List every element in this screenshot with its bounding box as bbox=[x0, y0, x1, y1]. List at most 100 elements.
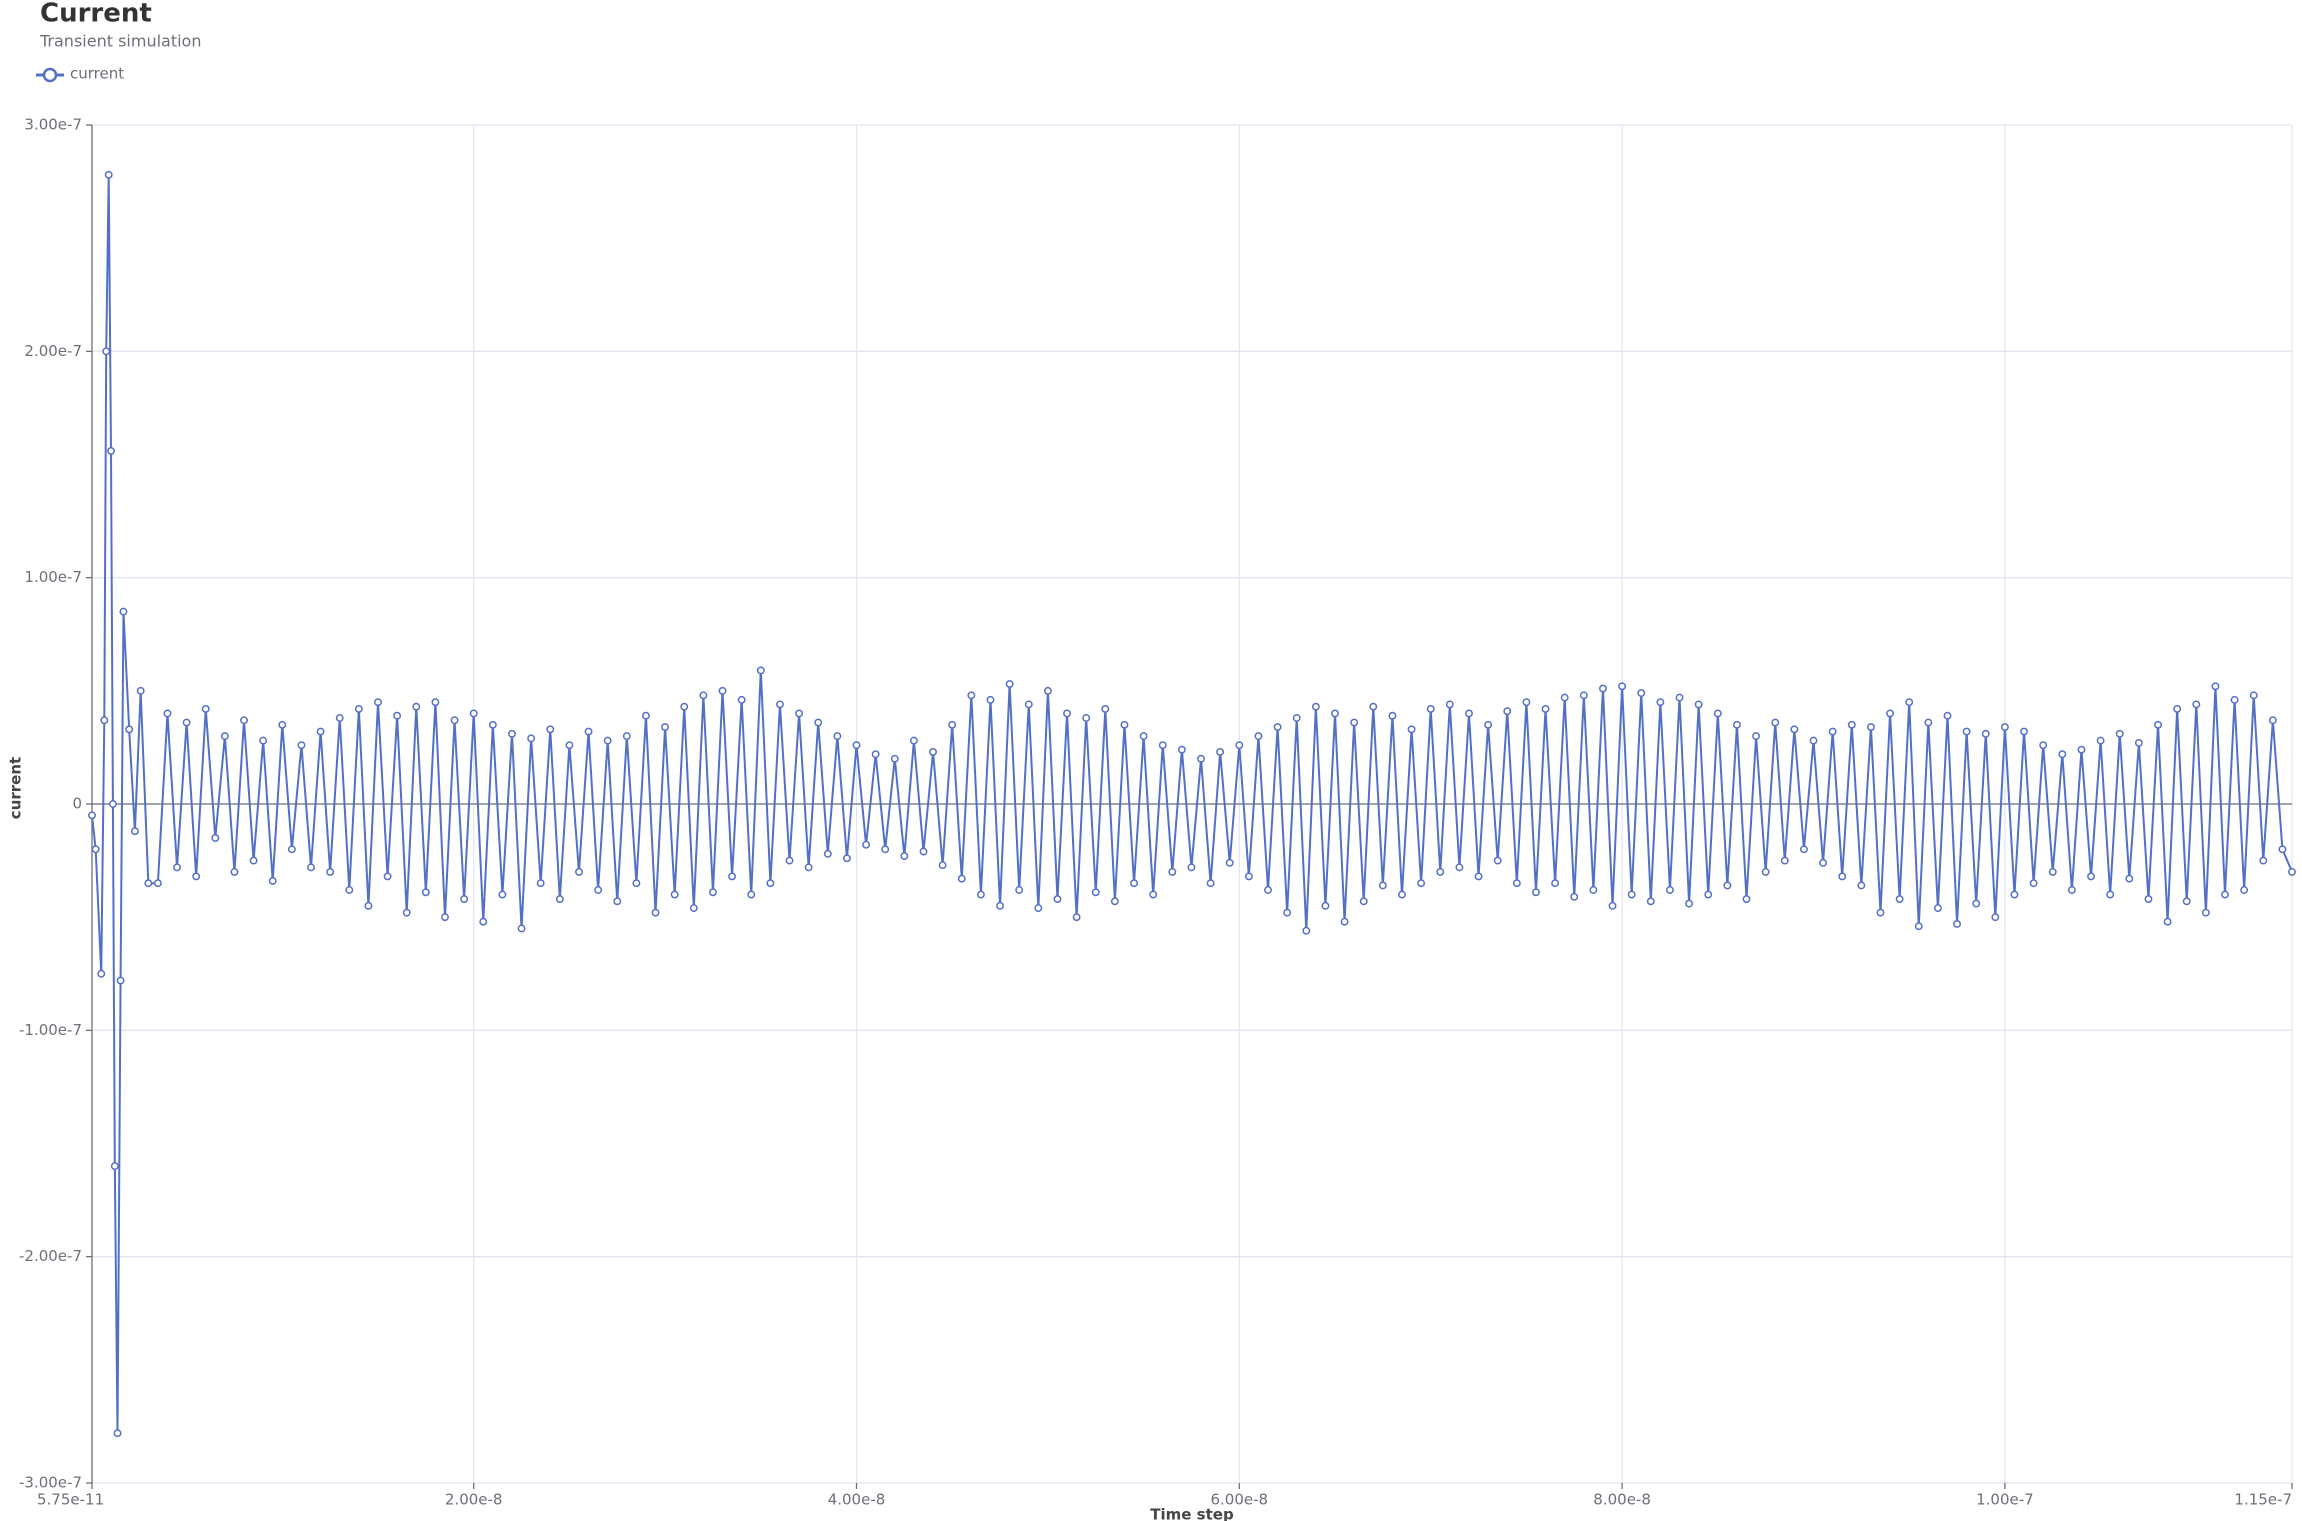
data-point bbox=[823, 849, 832, 858]
series-line bbox=[91, 174, 2293, 1434]
data-point bbox=[1359, 897, 1368, 906]
data-point bbox=[1101, 704, 1110, 713]
data-point bbox=[1809, 736, 1818, 745]
data-point bbox=[1723, 881, 1732, 890]
data-point bbox=[1627, 890, 1636, 899]
data-point bbox=[1168, 867, 1177, 876]
y-tick-label: 1.00e-7 bbox=[24, 568, 82, 586]
data-point bbox=[412, 702, 421, 711]
data-point bbox=[670, 890, 679, 899]
data-point bbox=[785, 856, 794, 865]
data-point bbox=[249, 856, 258, 865]
data-point bbox=[833, 732, 842, 741]
data-point bbox=[182, 718, 191, 727]
data-point bbox=[1426, 704, 1435, 713]
data-point bbox=[1024, 700, 1033, 709]
data-point bbox=[1034, 904, 1043, 913]
data-point bbox=[144, 879, 153, 888]
data-point bbox=[1704, 890, 1713, 899]
data-point bbox=[1933, 904, 1942, 913]
data-point bbox=[2125, 874, 2134, 883]
data-point bbox=[508, 729, 516, 738]
data-point bbox=[1742, 895, 1751, 904]
legend-label[interactable]: current bbox=[70, 65, 124, 83]
data-point bbox=[1254, 732, 1263, 741]
data-point bbox=[632, 879, 641, 888]
data-point bbox=[488, 720, 497, 729]
data-point bbox=[881, 845, 890, 854]
data-point bbox=[1110, 897, 1119, 906]
data-point bbox=[1493, 856, 1502, 865]
data-point bbox=[1732, 720, 1741, 729]
x-tick-label: 1.00e-7 bbox=[1976, 1491, 2034, 1509]
data-point bbox=[986, 695, 995, 704]
data-point bbox=[1302, 926, 1311, 935]
data-point bbox=[1914, 922, 1923, 931]
data-point bbox=[1532, 888, 1540, 897]
data-point bbox=[967, 691, 976, 700]
data-point bbox=[842, 854, 851, 863]
data-point bbox=[1015, 886, 1024, 894]
x-tick-label: 2.00e-8 bbox=[445, 1491, 503, 1509]
data-point bbox=[1876, 908, 1885, 917]
data-point bbox=[1953, 920, 1961, 928]
data-point bbox=[1799, 845, 1808, 854]
data-point bbox=[1197, 754, 1205, 763]
data-point bbox=[2115, 729, 2124, 738]
x-tick-label: 4.00e-8 bbox=[828, 1491, 886, 1509]
data-point bbox=[2048, 867, 2057, 876]
data-point bbox=[1407, 725, 1416, 734]
data-point bbox=[2087, 872, 2095, 881]
data-point bbox=[421, 888, 430, 897]
data-point bbox=[957, 874, 966, 883]
data-point bbox=[2000, 723, 2009, 731]
data-point bbox=[2077, 745, 2086, 754]
data-point bbox=[1685, 899, 1694, 908]
data-point bbox=[1675, 693, 1684, 702]
data-point bbox=[1120, 720, 1129, 729]
data-point bbox=[125, 725, 134, 734]
data-point bbox=[1417, 879, 1426, 888]
data-point bbox=[2249, 691, 2258, 700]
data-point bbox=[1713, 709, 1722, 718]
data-point bbox=[795, 709, 804, 718]
data-point bbox=[100, 716, 109, 725]
data-point bbox=[1560, 693, 1569, 702]
data-point bbox=[1072, 913, 1081, 922]
data-point bbox=[1445, 700, 1454, 709]
data-point bbox=[201, 704, 210, 713]
data-point bbox=[1512, 879, 1521, 888]
data-point bbox=[661, 723, 670, 731]
data-point bbox=[737, 695, 746, 704]
data-point bbox=[1321, 901, 1330, 910]
data-point bbox=[1790, 725, 1799, 734]
data-point bbox=[1149, 890, 1158, 899]
data-point bbox=[1043, 686, 1052, 695]
data-point bbox=[479, 917, 488, 926]
data-point bbox=[1962, 727, 1971, 736]
data-point bbox=[996, 901, 1004, 910]
data-point bbox=[1225, 858, 1234, 867]
data-point bbox=[2144, 895, 2153, 904]
data-point bbox=[1943, 711, 1952, 720]
data-point bbox=[2058, 750, 2067, 759]
data-point bbox=[173, 863, 181, 872]
y-tick-label: 0 bbox=[72, 795, 82, 813]
data-point bbox=[1618, 682, 1627, 691]
data-point bbox=[1187, 863, 1196, 872]
data-point bbox=[102, 347, 111, 356]
data-point bbox=[278, 720, 287, 729]
data-point bbox=[1273, 723, 1282, 731]
data-point bbox=[1991, 913, 2000, 922]
data-point bbox=[1694, 700, 1703, 709]
data-point bbox=[756, 666, 765, 675]
legend[interactable]: current bbox=[36, 65, 124, 83]
data-point bbox=[1340, 917, 1349, 926]
data-point bbox=[1541, 704, 1550, 713]
data-point bbox=[1158, 741, 1167, 750]
data-point bbox=[728, 872, 737, 881]
data-point bbox=[747, 890, 756, 899]
chart-subtitle: Transient simulation bbox=[39, 32, 201, 51]
data-point bbox=[316, 727, 325, 736]
data-point bbox=[104, 170, 113, 179]
